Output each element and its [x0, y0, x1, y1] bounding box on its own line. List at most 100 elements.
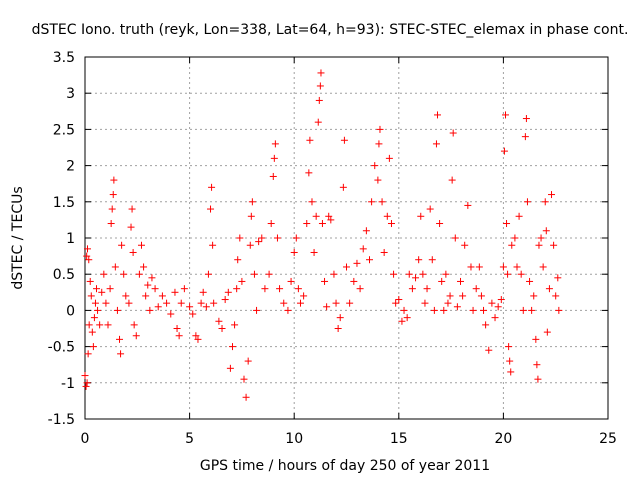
y-tick-label: 3.5 — [53, 50, 75, 66]
data-point — [87, 292, 95, 300]
data-point — [144, 281, 152, 289]
data-point — [228, 343, 236, 351]
data-point — [537, 234, 545, 242]
data-point — [417, 212, 425, 220]
data-point — [250, 270, 258, 278]
data-point — [472, 285, 480, 293]
y-tick-label: 1 — [66, 231, 75, 247]
data-point — [346, 299, 354, 307]
data-point — [273, 234, 281, 242]
data-point — [110, 176, 118, 184]
data-point — [515, 212, 523, 220]
data-point — [430, 306, 438, 314]
x-tick-label: 20 — [494, 431, 512, 447]
data-point — [210, 299, 218, 307]
data-point — [327, 216, 335, 224]
data-point — [192, 332, 200, 340]
grid — [85, 57, 608, 419]
data-point — [85, 256, 93, 264]
data-point — [137, 241, 145, 249]
data-point — [98, 288, 106, 296]
data-point — [84, 350, 92, 358]
data-point — [548, 191, 556, 199]
data-point — [350, 277, 358, 285]
data-point — [258, 234, 266, 242]
data-point — [334, 325, 342, 332]
y-tick-label: -0.5 — [48, 340, 75, 356]
data-point — [383, 212, 391, 220]
x-axis-label: GPS time / hours of day 250 of year 2011 — [200, 458, 490, 474]
y-tick-label: 2 — [66, 159, 75, 175]
data-point — [513, 263, 521, 271]
data-point — [175, 332, 183, 340]
x-tick-label: 0 — [81, 431, 90, 447]
data-point — [359, 245, 367, 253]
data-point — [390, 270, 398, 278]
data-point — [300, 292, 308, 300]
data-point — [111, 263, 119, 271]
data-point — [318, 220, 326, 228]
data-point — [186, 303, 194, 311]
data-point — [343, 263, 350, 271]
data-point — [238, 277, 246, 285]
data-point — [362, 227, 370, 235]
data-point — [453, 303, 461, 311]
data-point — [415, 256, 423, 264]
data-point — [440, 306, 448, 314]
data-point — [405, 270, 413, 278]
data-point — [209, 241, 217, 249]
data-point — [550, 241, 558, 249]
data-point — [204, 270, 212, 278]
data-point — [534, 375, 542, 383]
data-point — [146, 306, 154, 314]
data-point — [226, 364, 234, 372]
data-point — [247, 212, 255, 220]
data-point — [461, 241, 469, 249]
data-point — [194, 335, 202, 343]
data-point — [82, 382, 90, 390]
data-point — [158, 292, 166, 300]
data-point — [330, 270, 338, 278]
y-tick-label: 1.5 — [53, 195, 75, 211]
data-point — [90, 314, 98, 322]
data-point — [208, 183, 216, 191]
data-point — [541, 198, 549, 206]
data-point — [434, 111, 442, 119]
data-point — [267, 220, 275, 228]
data-point — [132, 332, 140, 340]
data-point — [526, 277, 534, 285]
data-point — [317, 69, 325, 77]
data-point — [543, 328, 551, 336]
data-point — [142, 292, 150, 300]
data-point — [530, 292, 538, 300]
data-point — [339, 183, 347, 191]
data-point — [246, 241, 254, 249]
data-point — [508, 241, 516, 249]
data-point — [287, 277, 295, 285]
data-point — [375, 140, 383, 148]
data-point — [353, 259, 361, 267]
data-point — [177, 299, 185, 307]
data-point — [421, 299, 429, 307]
data-point — [236, 234, 244, 242]
data-point — [321, 277, 329, 285]
data-point — [207, 205, 215, 213]
data-point — [442, 270, 450, 278]
data-point — [107, 220, 115, 228]
data-point — [189, 310, 197, 318]
data-point — [218, 325, 226, 332]
data-point — [122, 292, 130, 300]
y-axis-label: dSTEC / TECUs — [10, 186, 26, 289]
data-point — [371, 162, 379, 170]
data-point — [467, 263, 475, 271]
data-point — [423, 285, 431, 293]
data-point — [480, 306, 488, 314]
data-point — [323, 303, 331, 311]
y-tick-label: 0.5 — [53, 267, 75, 283]
data-point — [522, 115, 530, 123]
data-point — [376, 125, 384, 133]
data-point — [432, 140, 440, 148]
data-point — [312, 212, 320, 220]
data-point — [129, 248, 137, 256]
